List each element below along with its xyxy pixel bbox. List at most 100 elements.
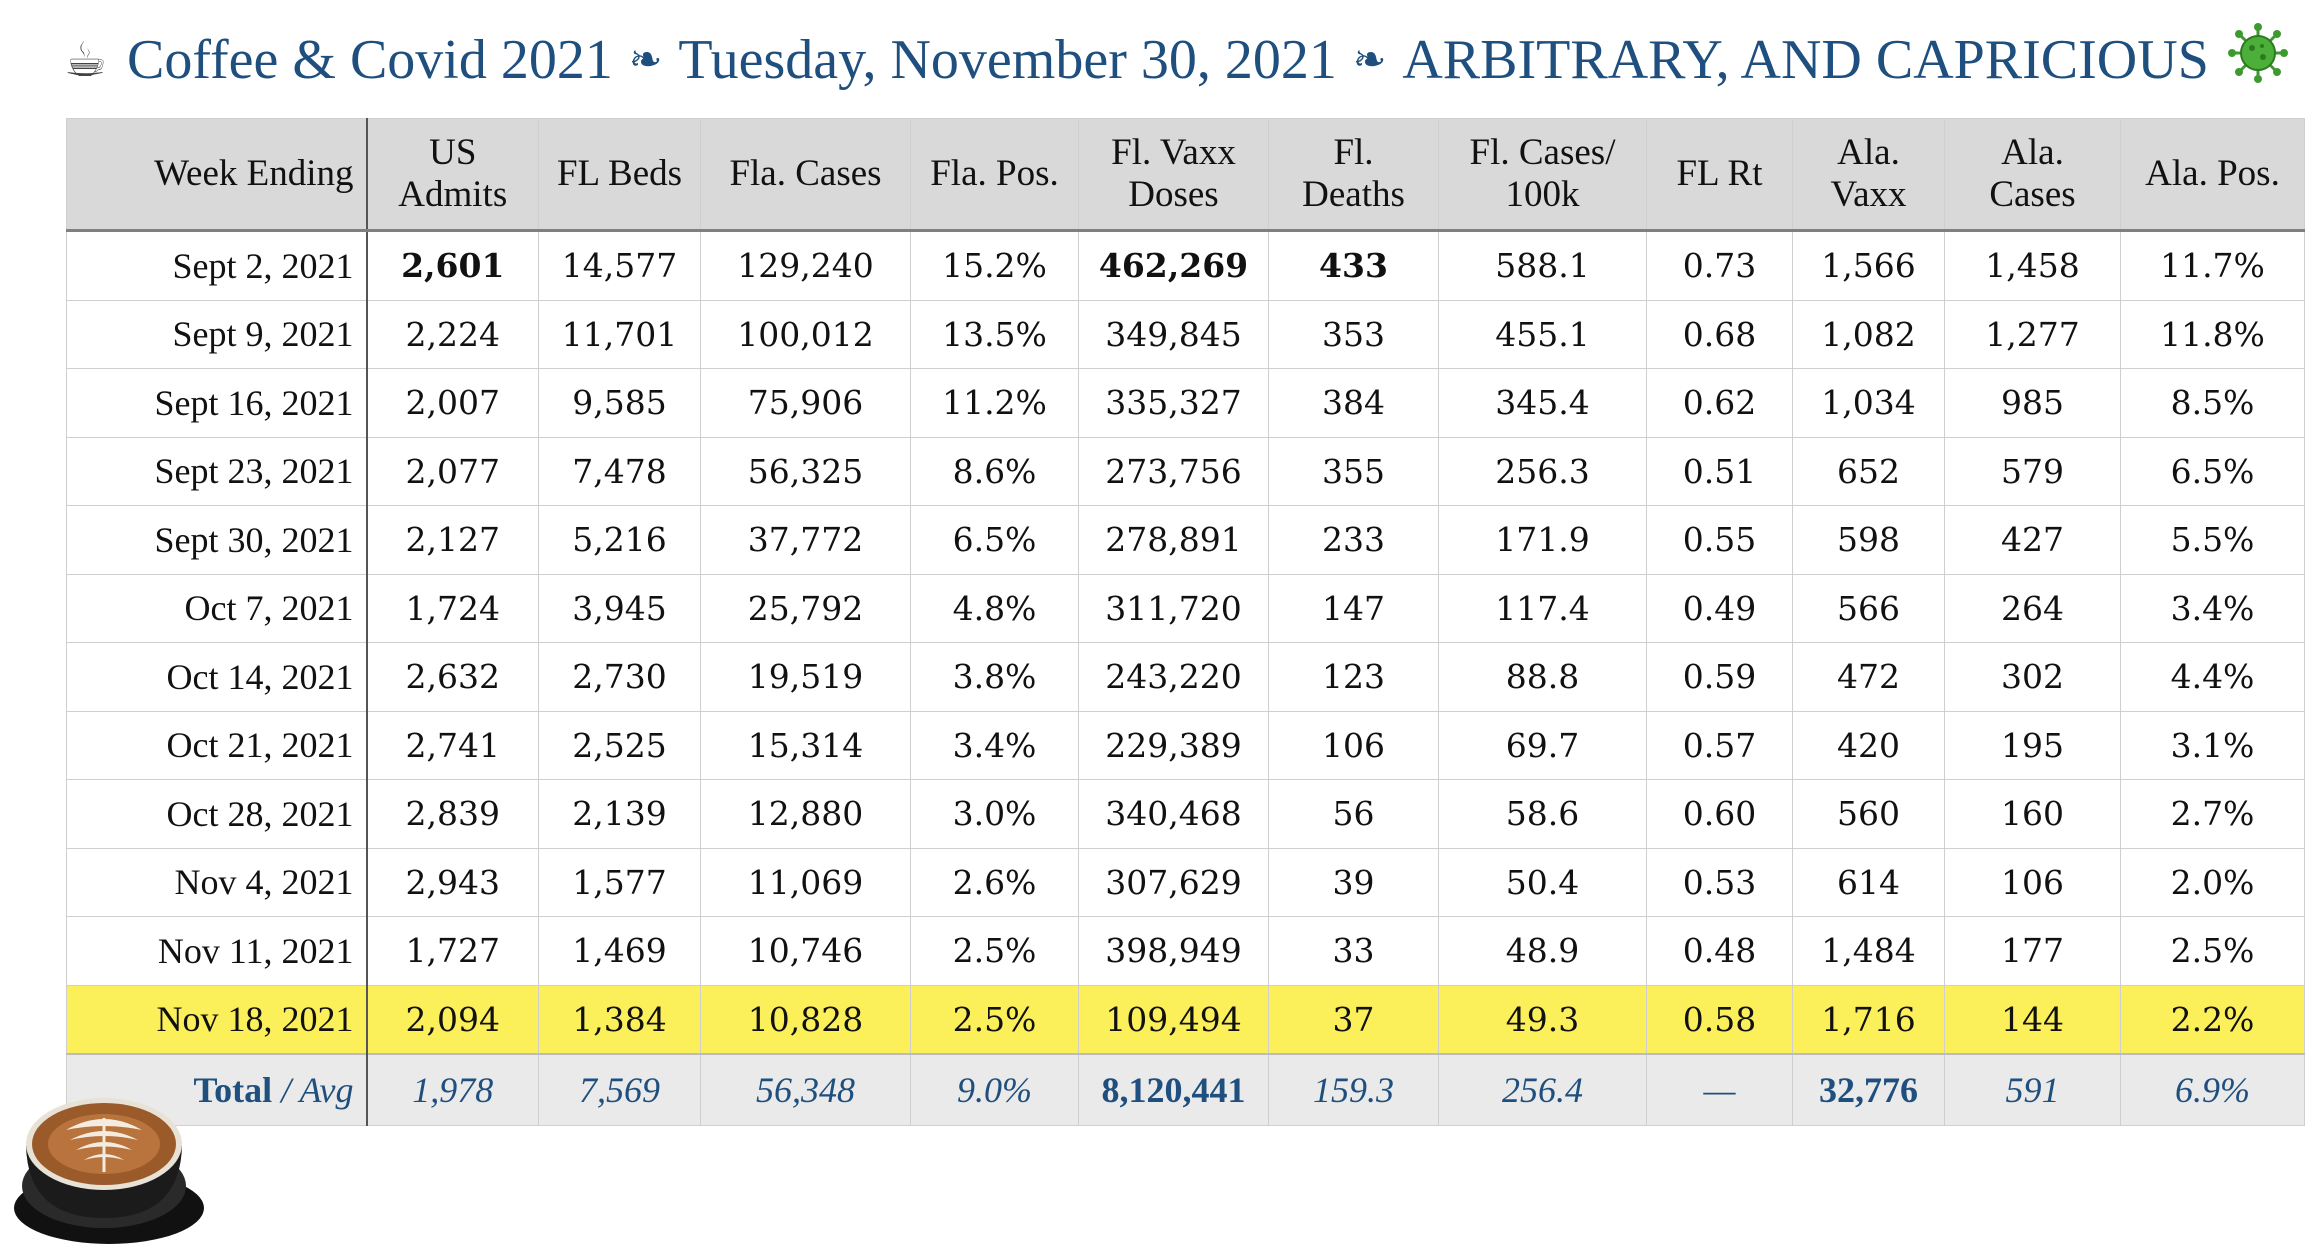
cell-us-admits: 2,601 [366,230,539,301]
total-us-admits: 1,978 [366,1053,539,1126]
column-header-fl-deaths: Fl. Deaths [1268,118,1439,232]
column-header-line: Fl. Vaxx [1111,132,1236,173]
cell-fl-deaths: 384 [1268,368,1439,438]
week-ending-cell: Nov 4, 2021 [66,848,368,917]
cell-us-admits: 2,007 [366,368,539,438]
column-header-line: Ala. [2001,132,2064,173]
cell-ala-pos: 11.8% [2120,300,2305,369]
cell-us-admits: 2,224 [366,300,539,369]
total-fla-cases: 56,348 [700,1053,911,1126]
cell-fl-beds: 1,384 [538,985,701,1055]
cell-fl-beds: 14,577 [538,230,701,301]
total-label-bold: Total [193,1070,273,1110]
column-header-line: Fla. Pos. [930,153,1059,194]
week-ending-cell: Oct 14, 2021 [66,642,368,712]
table-row: Sept 23, 2021 2,077 7,478 56,325 8.6% 273,756… [66,437,2305,506]
total-fl-deaths: 159.3 [1268,1053,1439,1126]
cell-ala-cases: 579 [1944,437,2121,506]
table-row: Nov 18, 2021 2,094 1,384 10,828 2.5% 109,494 3… [66,985,2305,1055]
cell-fla-cases: 37,772 [700,505,911,575]
cell-fl-deaths: 123 [1268,642,1439,712]
cell-fla-cases: 10,746 [700,916,911,986]
cell-fla-pos: 2.5% [910,916,1079,986]
cell-fl-vaxx-doses: 340,468 [1078,779,1269,849]
cell-fl-beds: 7,478 [538,437,701,506]
total-row: Total / Avg 1,978 7,569 56,348 9.0% 8,120,441… [66,1053,2305,1126]
cell-ala-cases: 1,458 [1944,230,2121,301]
column-header-line: Fl. Cases/ [1469,132,1616,173]
cell-us-admits: 2,127 [366,505,539,575]
cell-fl-cases-per-100k: 50.4 [1438,848,1647,917]
cell-fl-rt: 0.73 [1646,230,1793,301]
cell-fl-vaxx-doses: 278,891 [1078,505,1269,575]
cell-fla-cases: 100,012 [700,300,911,369]
cell-fl-cases-per-100k: 49.3 [1438,985,1647,1055]
cell-ala-cases: 985 [1944,368,2121,438]
column-header-line: Vaxx [1830,174,1907,215]
column-header-line: US [429,132,477,173]
cell-fl-cases-per-100k: 117.4 [1438,574,1647,643]
total-fl-cases-per-100k: 256.4 [1438,1053,1647,1126]
cell-ala-pos: 11.7% [2120,230,2305,301]
cell-fl-rt: 0.68 [1646,300,1793,369]
cell-ala-vaxx: 1,716 [1792,985,1945,1055]
cell-ala-vaxx: 472 [1792,642,1945,712]
cell-fl-beds: 11,701 [538,300,701,369]
cell-fl-rt: 0.60 [1646,779,1793,849]
cell-ala-cases: 1,277 [1944,300,2121,369]
column-header-us-admits: US Admits [366,118,539,232]
total-fl-vaxx-doses: 8,120,441 [1078,1053,1269,1126]
cell-fl-cases-per-100k: 171.9 [1438,505,1647,575]
coffee-cup-icon: ☕ [64,32,108,88]
cell-fl-cases-per-100k: 588.1 [1438,230,1647,301]
cell-fla-pos: 6.5% [910,505,1079,575]
cell-fl-vaxx-doses: 109,494 [1078,985,1269,1055]
cell-fl-deaths: 56 [1268,779,1439,849]
total-label: Total / Avg [66,1053,368,1126]
cell-ala-cases: 264 [1944,574,2121,643]
cell-ala-cases: 144 [1944,985,2121,1055]
cell-fla-cases: 129,240 [700,230,911,301]
cell-us-admits: 2,741 [366,711,539,780]
cell-fl-cases-per-100k: 256.3 [1438,437,1647,506]
cell-ala-pos: 2.0% [2120,848,2305,917]
table-row: Sept 2, 2021 2,601 14,577 129,240 15.2% 462,2… [66,230,2305,301]
cell-fl-deaths: 37 [1268,985,1439,1055]
cell-ala-vaxx: 560 [1792,779,1945,849]
cell-fl-rt: 0.58 [1646,985,1793,1055]
cell-ala-pos: 2.7% [2120,779,2305,849]
column-header-ala-vaxx: Ala. Vaxx [1792,118,1945,232]
cell-fl-deaths: 39 [1268,848,1439,917]
cell-ala-cases: 160 [1944,779,2121,849]
table-row: Sept 16, 2021 2,007 9,585 75,906 11.2% 335,32… [66,368,2305,438]
column-header-line: Week Ending [154,153,354,194]
column-header-line: FL Beds [556,153,683,194]
cell-fl-beds: 5,216 [538,505,701,575]
column-header-line: Fl. [1333,132,1374,173]
cell-fl-cases-per-100k: 58.6 [1438,779,1647,849]
latte-art-cup-icon [4,1068,204,1248]
cell-ala-vaxx: 1,484 [1792,916,1945,986]
cell-ala-pos: 3.4% [2120,574,2305,643]
cell-ala-vaxx: 1,566 [1792,230,1945,301]
cell-ala-pos: 5.5% [2120,505,2305,575]
week-ending-cell: Sept 9, 2021 [66,300,368,369]
cell-fla-pos: 8.6% [910,437,1079,506]
week-ending-cell: Nov 11, 2021 [66,916,368,986]
cell-ala-cases: 302 [1944,642,2121,712]
table-row: Oct 14, 2021 2,632 2,730 19,519 3.8% 243,220 1… [66,642,2305,712]
cell-fla-pos: 2.5% [910,985,1079,1055]
cell-fl-deaths: 355 [1268,437,1439,506]
cell-fl-vaxx-doses: 335,327 [1078,368,1269,438]
cell-fla-pos: 3.4% [910,711,1079,780]
total-ala-pos: 6.9% [2120,1053,2305,1126]
cell-ala-cases: 106 [1944,848,2121,917]
cell-fl-vaxx-doses: 243,220 [1078,642,1269,712]
total-fl-rt: — [1646,1053,1793,1126]
cell-fl-vaxx-doses: 307,629 [1078,848,1269,917]
page-title: ☕ Coffee & Covid 2021 ❧ Tuesday, Novembe… [64,18,2289,102]
cell-ala-cases: 427 [1944,505,2121,575]
cell-ala-vaxx: 598 [1792,505,1945,575]
table-row: Oct 7, 2021 1,724 3,945 25,792 4.8% 311,720 14… [66,574,2305,643]
cell-ala-vaxx: 566 [1792,574,1945,643]
